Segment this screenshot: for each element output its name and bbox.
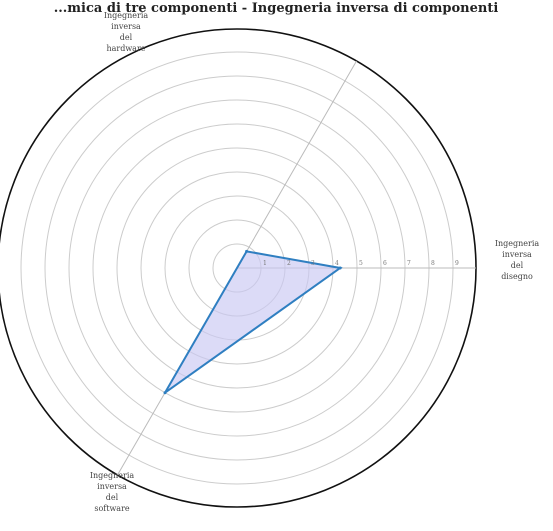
series-1-point-2 [338,266,342,270]
tick-label-6: 6 [383,260,387,267]
tick-label-4: 4 [335,260,339,267]
axis-label-2-line-4: disegno [501,272,533,281]
axis-label-3-line-4: software [94,504,130,513]
spoke-1 [236,60,357,269]
tick-label-8: 8 [431,260,435,267]
tick-label-9: 9 [455,260,459,267]
radar-series [163,249,343,395]
tick-label-3: 3 [311,260,315,267]
axis-label-2-line-3: del [511,261,524,270]
radar-tick-labels: 1 2 3 4 5 6 7 8 9 [263,260,459,267]
tick-label-2: 2 [287,260,291,267]
axis-label-2-line-1: Ingegneria [495,239,540,248]
axis-label-3: Ingegneria inversa del software [90,471,135,513]
axis-label-1-line-4: hardware [106,44,145,53]
axis-label-1-line-2: inversa [111,22,141,31]
series-1-point-1 [245,249,249,253]
series-1-area [164,250,343,394]
tick-label-7: 7 [407,260,411,267]
axis-label-3-line-2: inversa [97,482,127,491]
tick-label-5: 5 [359,260,363,267]
axis-label-2: Ingegneria inversa del disegno [495,239,540,281]
axis-label-1: Ingegneria inversa del hardware [104,11,149,53]
axis-label-3-line-3: del [106,493,119,502]
series-1-point-3 [163,391,167,395]
chart-title: ...mica di tre componenti - Ingegneria i… [54,1,499,16]
radar-axis-labels: Ingegneria inversa del hardware Ingegneria in… [90,11,540,513]
axis-label-3-line-1: Ingegneria [90,471,135,480]
axis-label-1-line-1: Ingegneria [104,11,149,20]
tick-label-1: 1 [263,260,267,267]
axis-label-2-line-2: inversa [502,250,532,259]
axis-label-1-line-3: del [120,33,133,42]
